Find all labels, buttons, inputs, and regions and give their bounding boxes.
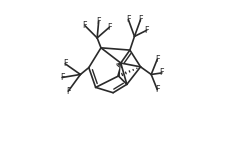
Text: F: F bbox=[155, 55, 160, 64]
Text: F: F bbox=[66, 87, 71, 96]
Text: F: F bbox=[63, 59, 67, 68]
Text: F: F bbox=[107, 23, 112, 32]
Text: F: F bbox=[138, 15, 143, 24]
Text: F: F bbox=[144, 26, 149, 35]
Text: F: F bbox=[126, 15, 131, 24]
Text: F: F bbox=[160, 69, 164, 78]
Polygon shape bbox=[117, 63, 121, 76]
Text: F: F bbox=[60, 73, 64, 82]
Text: F: F bbox=[155, 85, 160, 94]
Text: F: F bbox=[96, 17, 101, 26]
Text: F: F bbox=[83, 21, 87, 30]
